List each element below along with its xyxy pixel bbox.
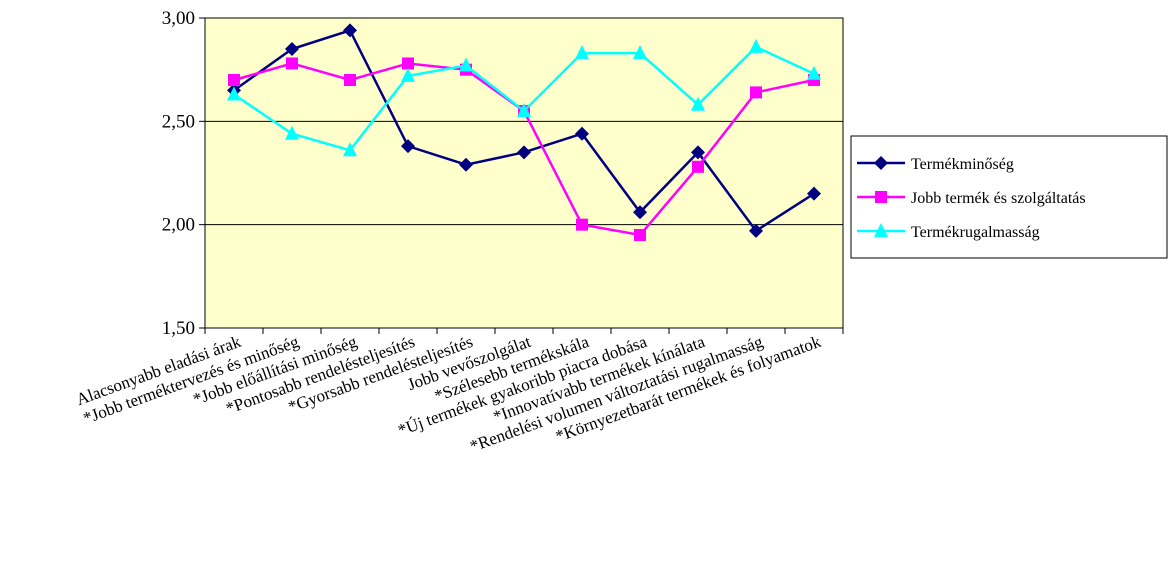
data-point-diamond [575, 126, 589, 141]
data-point-triangle [285, 125, 299, 140]
data-point-diamond [459, 157, 473, 172]
data-point-triangle [343, 142, 357, 157]
data-point-triangle [749, 38, 763, 53]
gridlines [205, 17, 843, 329]
data-point-square [750, 86, 762, 99]
y-axis: 1,50 2,00 2,50 3,00 [162, 8, 205, 339]
data-point-diamond [401, 139, 415, 154]
y-tick-label: 3,00 [162, 8, 195, 29]
data-point-square [692, 160, 704, 173]
legend-item: Termékrugalmasság [857, 223, 1040, 241]
data-point-diamond [633, 205, 647, 220]
y-tick-label: 1,50 [162, 318, 195, 339]
data-point-square [402, 57, 414, 70]
data-point-triangle [633, 45, 647, 60]
data-point-square [576, 218, 588, 231]
legend-label: Jobb termék és szolgáltatás [911, 190, 1086, 207]
series-2 [227, 38, 821, 157]
data-point-triangle [575, 45, 589, 60]
legend-label: Termékrugalmasság [911, 224, 1040, 241]
data-series [227, 23, 821, 241]
data-point-diamond [285, 42, 299, 56]
x-axis: Alacsonyabb eladási árak*Jobb termékterv… [74, 328, 844, 456]
y-tick-label: 2,50 [162, 111, 195, 132]
legend-item: Jobb termék és szolgáltatás [857, 190, 1086, 207]
data-point-triangle [401, 67, 415, 82]
y-tick-label: 2,00 [162, 215, 195, 236]
plot-area [204, 17, 844, 329]
data-point-square [228, 74, 240, 86]
data-point-square [286, 57, 298, 70]
series-0 [227, 23, 821, 238]
data-point-square [875, 191, 887, 203]
legend-item: Termékminőség [857, 156, 1014, 173]
data-point-diamond [749, 223, 763, 238]
legend-label: Termékminőség [911, 156, 1014, 173]
data-point-triangle [807, 65, 821, 80]
data-point-diamond [807, 186, 821, 201]
data-point-diamond [874, 156, 888, 170]
data-point-triangle [691, 96, 705, 111]
data-point-square [344, 74, 356, 86]
data-point-triangle [517, 103, 531, 117]
data-point-diamond [691, 145, 705, 160]
data-point-triangle [227, 86, 241, 101]
legend: Termékminőség Jobb termék és szolgáltatás… [850, 135, 1168, 259]
data-point-triangle [459, 57, 473, 72]
data-point-diamond [343, 23, 357, 38]
data-point-square [634, 229, 646, 241]
data-point-diamond [517, 145, 531, 160]
data-point-triangle [874, 223, 888, 237]
